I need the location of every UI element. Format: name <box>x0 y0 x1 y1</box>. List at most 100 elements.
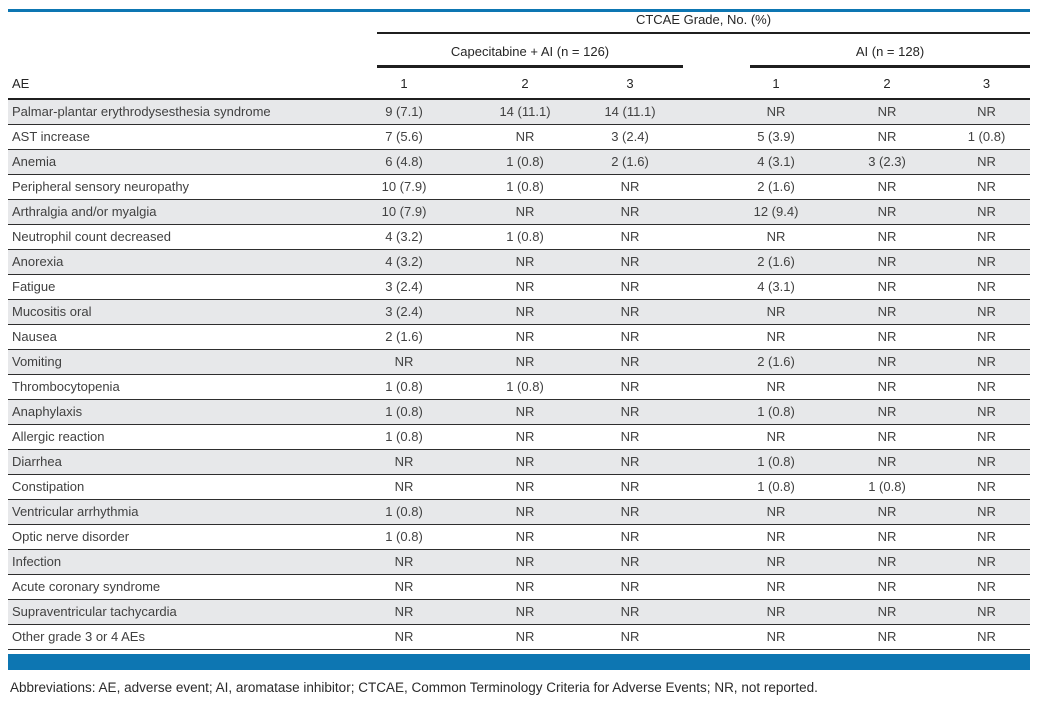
grade-value: NR <box>877 379 897 394</box>
grade-value: NR <box>877 579 897 594</box>
grade-value: NR <box>620 454 640 469</box>
grade-value: NR <box>977 529 996 544</box>
grade-value: NR <box>977 479 996 494</box>
grade-3-header-ai: 3 <box>943 68 1031 100</box>
grade-value: NR <box>977 254 996 269</box>
grade-value: 1 (0.8) <box>385 529 423 544</box>
grade-value: NR <box>620 429 640 444</box>
grade-value: NR <box>394 454 414 469</box>
grade-value: 2 (1.6) <box>611 154 649 169</box>
table-row: Anaphylaxis 1 (0.8) NR NR 1 (0.8) NR NR <box>8 399 1031 424</box>
grade-value: 1 (0.8) <box>385 504 423 519</box>
grade-value: NR <box>977 354 996 369</box>
grade-2-header-ai: 2 <box>831 68 943 100</box>
grade-value: NR <box>515 529 535 544</box>
grade-value: NR <box>877 429 897 444</box>
row-spacer-cell <box>683 324 721 349</box>
grade-value: 2 (1.6) <box>385 329 423 344</box>
row-spacer-cell <box>683 149 721 174</box>
group-capecitabine-ai: Capecitabine + AI (n = 126) <box>335 34 683 68</box>
grade-value: NR <box>620 279 640 294</box>
table-row: Anemia 6 (4.8) 1 (0.8) 2 (1.6) 4 (3.1) 3… <box>8 149 1031 174</box>
spanner-empty-cell <box>8 12 335 34</box>
grade-value: NR <box>620 304 640 319</box>
row-spacer-cell <box>683 99 721 124</box>
row-spacer-cell <box>683 424 721 449</box>
grade-value: NR <box>620 354 640 369</box>
ae-label: Arthralgia and/or myalgia <box>12 204 157 219</box>
grade-value: NR <box>977 504 996 519</box>
grade-value: NR <box>977 204 996 219</box>
ae-label: Other grade 3 or 4 AEs <box>12 629 145 644</box>
grade-value: NR <box>977 304 996 319</box>
grade-value: 3 (2.4) <box>385 279 423 294</box>
spanner-header-row: CTCAE Grade, No. (%) <box>8 12 1031 34</box>
group-ai-label: AI (n = 128) <box>750 44 1031 68</box>
grade-value: NR <box>394 629 414 644</box>
grade-value: NR <box>877 204 897 219</box>
grade-value: NR <box>620 604 640 619</box>
grade-value: 12 (9.4) <box>753 204 799 219</box>
grade-value: NR <box>394 479 414 494</box>
group-capecitabine-ai-label: Capecitabine + AI (n = 126) <box>377 44 683 68</box>
grade-value: NR <box>766 504 786 519</box>
grade-value: NR <box>766 229 786 244</box>
grade-value: 1 (0.8) <box>385 404 423 419</box>
grade-1-header-cape: 1 <box>335 68 473 100</box>
ae-label: Fatigue <box>12 279 56 294</box>
table-row: Anorexia 4 (3.2) NR NR 2 (1.6) NR NR <box>8 249 1031 274</box>
bottom-accent-bar <box>8 653 1030 670</box>
row-spacer-cell <box>683 449 721 474</box>
grade-1-header-ai: 1 <box>721 68 831 100</box>
table-row: Fatigue 3 (2.4) NR NR 4 (3.1) NR NR <box>8 274 1031 299</box>
row-spacer-cell <box>683 624 721 649</box>
grade-value: NR <box>766 329 786 344</box>
grade-value: NR <box>620 529 640 544</box>
grade-value: 1 (0.8) <box>385 429 423 444</box>
grade-value: 3 (2.4) <box>611 129 649 144</box>
table-row: Optic nerve disorder 1 (0.8) NR NR NR NR… <box>8 524 1031 549</box>
grade-value: 6 (4.8) <box>385 154 423 169</box>
ae-label: Diarrhea <box>12 454 62 469</box>
grade-value: 4 (3.1) <box>757 279 795 294</box>
ae-label: Infection <box>12 554 62 569</box>
grade-value: NR <box>515 579 535 594</box>
ae-label: Peripheral sensory neuropathy <box>12 179 190 194</box>
grade-value: NR <box>766 529 786 544</box>
grade-value: NR <box>620 229 640 244</box>
grade-value: 1 (0.8) <box>506 179 544 194</box>
grade-value: NR <box>766 554 786 569</box>
table-row: Acute coronary syndrome NR NR NR NR NR N… <box>8 574 1031 599</box>
grade-value: 2 (1.6) <box>757 354 795 369</box>
ae-label: Neutrophil count decreased <box>12 229 171 244</box>
top-accent-rule <box>8 9 1030 12</box>
abbreviations-note: Abbreviations: AE, adverse event; AI, ar… <box>10 679 818 695</box>
table-row: Other grade 3 or 4 AEs NR NR NR NR NR NR <box>8 624 1031 649</box>
grade-value: 7 (5.6) <box>385 129 423 144</box>
grade-value: NR <box>515 204 535 219</box>
row-spacer-cell <box>683 549 721 574</box>
grade-value: NR <box>620 504 640 519</box>
adverse-events-table: CTCAE Grade, No. (%) Capecitabine + AI (… <box>8 12 1031 650</box>
grade-value: NR <box>766 379 786 394</box>
ctcae-grade-spanner-label: CTCAE Grade, No. (%) <box>377 12 1031 34</box>
row-spacer-cell <box>683 399 721 424</box>
grade-value: 1 (0.8) <box>506 229 544 244</box>
grade-value: NR <box>620 204 640 219</box>
table-row: Peripheral sensory neuropathy 10 (7.9) 1… <box>8 174 1031 199</box>
grade-value: NR <box>877 229 897 244</box>
table-row: Mucositis oral 3 (2.4) NR NR NR NR NR <box>8 299 1031 324</box>
grade-3-header-cape: 3 <box>577 68 683 100</box>
grade-value: NR <box>877 354 897 369</box>
table-row: Arthralgia and/or myalgia 10 (7.9) NR NR… <box>8 199 1031 224</box>
grade-value: NR <box>515 479 535 494</box>
table-header: CTCAE Grade, No. (%) Capecitabine + AI (… <box>8 12 1031 100</box>
group-header-row: Capecitabine + AI (n = 126) AI (n = 128) <box>8 34 1031 68</box>
grade-value: NR <box>877 329 897 344</box>
table-row: Vomiting NR NR NR 2 (1.6) NR NR <box>8 349 1031 374</box>
row-spacer-cell <box>683 174 721 199</box>
grade-value: NR <box>977 404 996 419</box>
grade-value: NR <box>515 329 535 344</box>
grade-value: 1 (0.8) <box>757 479 795 494</box>
group-spacer-cell <box>683 34 721 68</box>
